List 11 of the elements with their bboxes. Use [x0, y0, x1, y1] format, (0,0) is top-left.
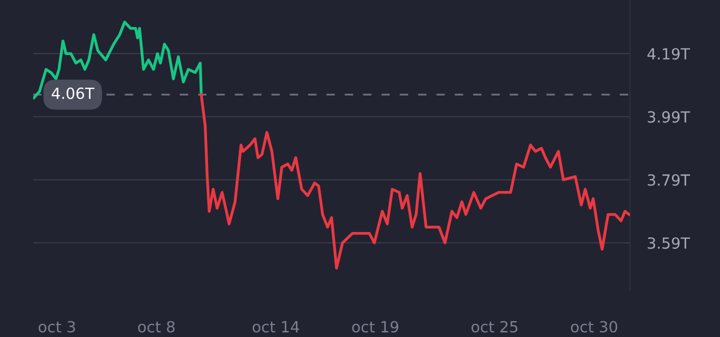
- x-tick-label: oct 19: [352, 320, 398, 333]
- y-tick-label: 3.99T: [648, 111, 690, 123]
- x-tick-label: oct 3: [38, 320, 75, 333]
- y-tick-label: 3.79T: [648, 174, 690, 186]
- ref-line-label: 4.06T: [52, 87, 94, 100]
- y-tick-label: 3.59T: [648, 237, 690, 249]
- x-tick-label: oct 14: [252, 321, 300, 333]
- y-tick-label: 4.19T: [647, 48, 690, 60]
- x-tick-label: oct 30: [571, 320, 618, 333]
- x-tick-label: oct 25: [472, 320, 518, 333]
- x-tick-label: oct 8: [138, 320, 175, 333]
